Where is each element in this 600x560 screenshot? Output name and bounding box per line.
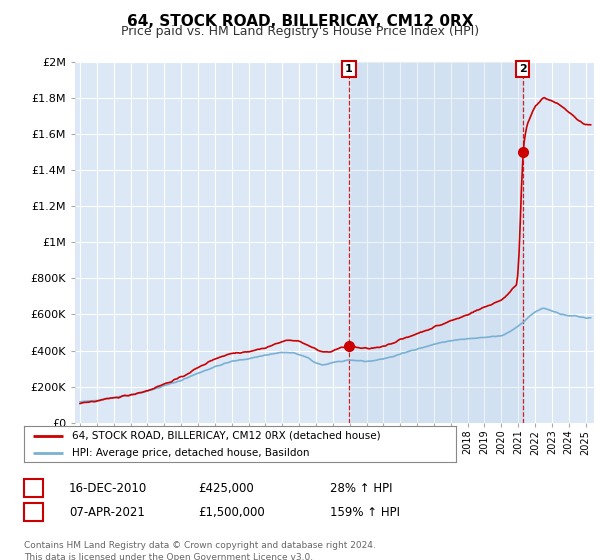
Text: 2: 2 (30, 507, 37, 517)
Text: 1: 1 (30, 483, 37, 493)
Text: 07-APR-2021: 07-APR-2021 (69, 506, 145, 519)
Text: 1: 1 (345, 64, 353, 74)
Text: Contains HM Land Registry data © Crown copyright and database right 2024.
This d: Contains HM Land Registry data © Crown c… (24, 541, 376, 560)
Text: £425,000: £425,000 (198, 482, 254, 495)
Text: 28% ↑ HPI: 28% ↑ HPI (330, 482, 392, 495)
Text: HPI: Average price, detached house, Basildon: HPI: Average price, detached house, Basi… (71, 448, 309, 458)
Bar (349, 62, 523, 423)
Text: 64, STOCK ROAD, BILLERICAY, CM12 0RX (detached house): 64, STOCK ROAD, BILLERICAY, CM12 0RX (de… (71, 431, 380, 441)
Text: 159% ↑ HPI: 159% ↑ HPI (330, 506, 400, 519)
Text: 16-DEC-2010: 16-DEC-2010 (69, 482, 147, 495)
Text: 64, STOCK ROAD, BILLERICAY, CM12 0RX: 64, STOCK ROAD, BILLERICAY, CM12 0RX (127, 14, 473, 29)
Text: £1,500,000: £1,500,000 (198, 506, 265, 519)
Text: 2: 2 (519, 64, 527, 74)
Text: Price paid vs. HM Land Registry's House Price Index (HPI): Price paid vs. HM Land Registry's House … (121, 25, 479, 38)
